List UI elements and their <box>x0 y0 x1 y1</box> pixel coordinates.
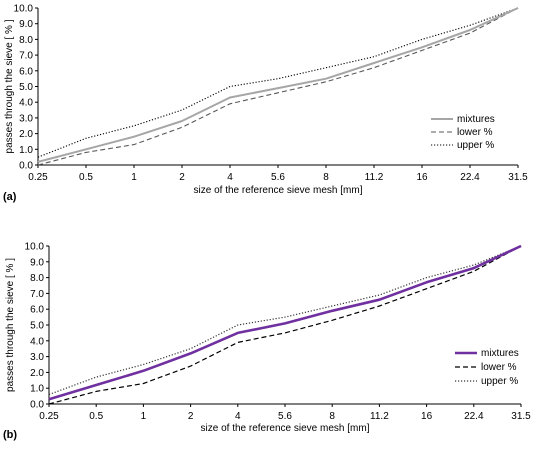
chart-a-x-tick-label: 31.5 <box>508 172 528 183</box>
chart-b-series-lower-line <box>48 245 522 405</box>
chart-b-y-tick-label: 9.0 <box>30 257 44 268</box>
chart-a-y-tick-label: 0.0 <box>19 161 33 172</box>
chart-a-legend-label-upper: upper % <box>457 140 494 151</box>
chart-b-panel-label: (b) <box>3 429 17 441</box>
chart-a-y-tick-label: 10.0 <box>14 4 34 15</box>
chart-b-x-tick-label: 1 <box>141 411 147 422</box>
chart-b-legend-label-upper: upper % <box>481 376 518 387</box>
chart-a-panel-label: (a) <box>3 191 17 203</box>
chart-a-series-upper-line <box>37 7 519 158</box>
chart-a-x-tick-label: 1 <box>131 172 137 183</box>
chart-b-y-tick-label: 5.0 <box>30 321 44 332</box>
chart-a-y-tick-label: 9.0 <box>19 19 33 30</box>
chart-a-x-tick-label: 22.4 <box>460 172 480 183</box>
chart-b-y-tick-label: 2.0 <box>30 368 44 379</box>
chart-b-y-tick-label: 4.0 <box>30 336 44 347</box>
chart-a-y-axis-title: passes through the sieve [ % ] <box>4 19 15 153</box>
chart-b-series-upper-line <box>48 245 522 396</box>
chart-b-x-tick-label: 31.5 <box>511 411 531 422</box>
chart-b-x-tick-label: 0.25 <box>39 411 59 422</box>
chart-b-x-tick-label: 11.2 <box>370 411 389 422</box>
chart-b-y-tick-label: 10.0 <box>25 242 45 253</box>
chart-a-x-tick-label: 5.6 <box>271 172 285 183</box>
chart-a-x-tick-label: 0.25 <box>28 172 48 183</box>
chart-a-x-axis-title: size of the reference sieve mesh [mm] <box>194 185 363 196</box>
chart-b-y-tick-label: 0.0 <box>30 400 44 411</box>
chart-b-x-tick-label: 2 <box>188 411 194 422</box>
chart-a-y-tick-label: 8.0 <box>19 35 33 46</box>
chart-b-x-tick-label: 0.5 <box>89 411 103 422</box>
chart-b-y-tick-label: 8.0 <box>30 273 44 284</box>
chart-a-y-tick-label: 5.0 <box>19 82 33 93</box>
chart-a-x-tick-label: 11.2 <box>365 172 384 183</box>
chart-b-x-axis-title: size of the reference sieve mesh [mm] <box>201 423 370 434</box>
chart-a-x-tick-label: 4 <box>227 172 233 183</box>
chart-a-y-tick-label: 3.0 <box>19 113 33 124</box>
chart-b-legend-label-mixtures: mixtures <box>481 348 519 359</box>
chart-b-series-mixtures-line <box>48 244 522 401</box>
chart-a-y-tick-label: 6.0 <box>19 66 33 77</box>
chart-b-y-tick-label: 6.0 <box>30 305 44 316</box>
chart-a-x-tick-label: 8 <box>323 172 329 183</box>
chart-b-y-tick-label: 3.0 <box>30 352 44 363</box>
chart-a-series-lower-line <box>37 7 519 166</box>
chart-a-y-tick-label: 7.0 <box>19 51 33 62</box>
chart-a-y-tick-label: 4.0 <box>19 98 33 109</box>
chart-a-x-tick-label: 0.5 <box>79 172 93 183</box>
chart-b-legend-label-lower: lower % <box>481 362 517 373</box>
chart-b-y-axis-title: passes through the sieve [ % ] <box>5 258 16 392</box>
chart-b-x-tick-label: 5.6 <box>278 411 292 422</box>
chart-a-x-tick-label: 16 <box>416 172 428 183</box>
chart-b-x-tick-label: 22.4 <box>464 411 484 422</box>
chart-a-series-mixtures-line <box>37 7 519 163</box>
chart-b-x-tick-label: 16 <box>421 411 433 422</box>
chart-a-y-tick-label: 1.0 <box>19 145 33 156</box>
chart-a-y-tick-label: 2.0 <box>19 129 33 140</box>
chart-b-x-tick-label: 8 <box>329 411 335 422</box>
chart-a-legend-label-mixtures: mixtures <box>457 114 495 125</box>
chart-a-x-tick-label: 2 <box>179 172 185 183</box>
chart-b-x-tick-label: 4 <box>235 411 241 422</box>
chart-a-legend-label-lower: lower % <box>457 127 493 138</box>
chart-b-y-tick-label: 7.0 <box>30 289 44 300</box>
chart-b-y-tick-label: 1.0 <box>30 384 44 395</box>
